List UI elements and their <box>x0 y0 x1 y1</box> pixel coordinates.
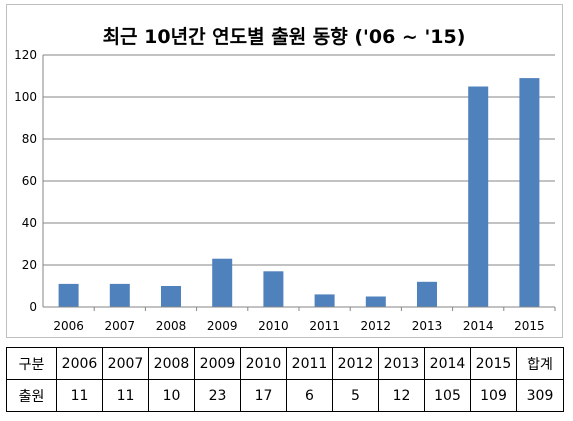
x-tick-label: 2007 <box>105 319 136 333</box>
table-cell: 23 <box>194 379 241 412</box>
table-header-cell: 2013 <box>378 347 425 380</box>
y-tick-label: 20 <box>22 258 37 272</box>
table-value-row: 출원 11 11 10 23 17 6 5 12 105 109 309 <box>6 379 564 412</box>
bar-2010 <box>263 271 284 307</box>
table-cell: 12 <box>378 379 425 412</box>
table-header-cell: 2014 <box>424 347 471 380</box>
table-header-cell: 2015 <box>470 347 517 380</box>
table-row-label: 출원 <box>6 379 57 412</box>
table-header-cell: 2010 <box>240 347 287 380</box>
bar-2006 <box>58 283 79 307</box>
table-header-cell: 2011 <box>286 347 333 380</box>
x-tick-label: 2012 <box>361 319 392 333</box>
table-cell: 11 <box>102 379 149 412</box>
table-header-cell: 2009 <box>194 347 241 380</box>
table-header-cell: 2007 <box>102 347 149 380</box>
x-tick-label: 2010 <box>258 319 289 333</box>
bar-2012 <box>365 296 386 307</box>
x-tick-label: 2015 <box>514 319 545 333</box>
table-header-cell: 2006 <box>56 347 103 380</box>
table-cell: 5 <box>332 379 379 412</box>
bars <box>58 78 540 307</box>
y-tick-label: 80 <box>22 132 37 146</box>
table-header-cell: 합계 <box>516 347 564 380</box>
table-row-header-label: 구분 <box>6 347 57 380</box>
table-cell: 11 <box>56 379 103 412</box>
x-tick-label: 2011 <box>309 319 340 333</box>
axes <box>42 55 556 311</box>
y-tick-label: 0 <box>29 300 37 314</box>
y-tick-label: 60 <box>22 174 37 188</box>
y-tick-label: 100 <box>14 90 37 104</box>
chart-title: 최근 10년간 연도별 출원 동향 ('06 ~ '15) <box>103 26 466 48</box>
table-cell: 10 <box>148 379 195 412</box>
x-tick-label: 2006 <box>53 319 84 333</box>
table-cell: 17 <box>240 379 287 412</box>
bar-2015 <box>519 78 540 307</box>
x-tick-label: 2013 <box>412 319 443 333</box>
bar-2007 <box>109 283 130 307</box>
bar-2014 <box>468 86 489 307</box>
data-table: 구분 2006 2007 2008 2009 2010 2011 2012 2013 2014 20… <box>6 347 564 412</box>
table-cell: 309 <box>516 379 564 412</box>
bar-2008 <box>161 286 181 307</box>
x-tick-label: 2009 <box>207 319 238 333</box>
table-header-row: 구분 2006 2007 2008 2009 2010 2011 2012 2013 2014 20… <box>6 347 564 380</box>
chart-frame: 최근 10년간 연도별 출원 동향 ('06 ~ '15) 0 20 40 60 80 1… <box>6 4 563 338</box>
x-tick-label: 2014 <box>463 319 494 333</box>
y-tick-label: 120 <box>14 48 37 62</box>
tick-labels: 0 20 40 60 80 100 120 2006 2007 2008 2009 2010 2011 2… <box>14 48 545 333</box>
table-cell: 109 <box>470 379 517 412</box>
bar-2013 <box>417 281 437 307</box>
table-header-cell: 2012 <box>332 347 379 380</box>
table-cell: 6 <box>286 379 333 412</box>
x-tick-label: 2008 <box>156 319 187 333</box>
table-header-cell: 2008 <box>148 347 195 380</box>
bar-chart: 최근 10년간 연도별 출원 동향 ('06 ~ '15) 0 20 40 60 80 1… <box>14 26 556 333</box>
y-tick-label: 40 <box>22 216 37 230</box>
bar-2011 <box>314 294 335 307</box>
table-cell: 105 <box>424 379 471 412</box>
bar-2009 <box>212 258 233 307</box>
